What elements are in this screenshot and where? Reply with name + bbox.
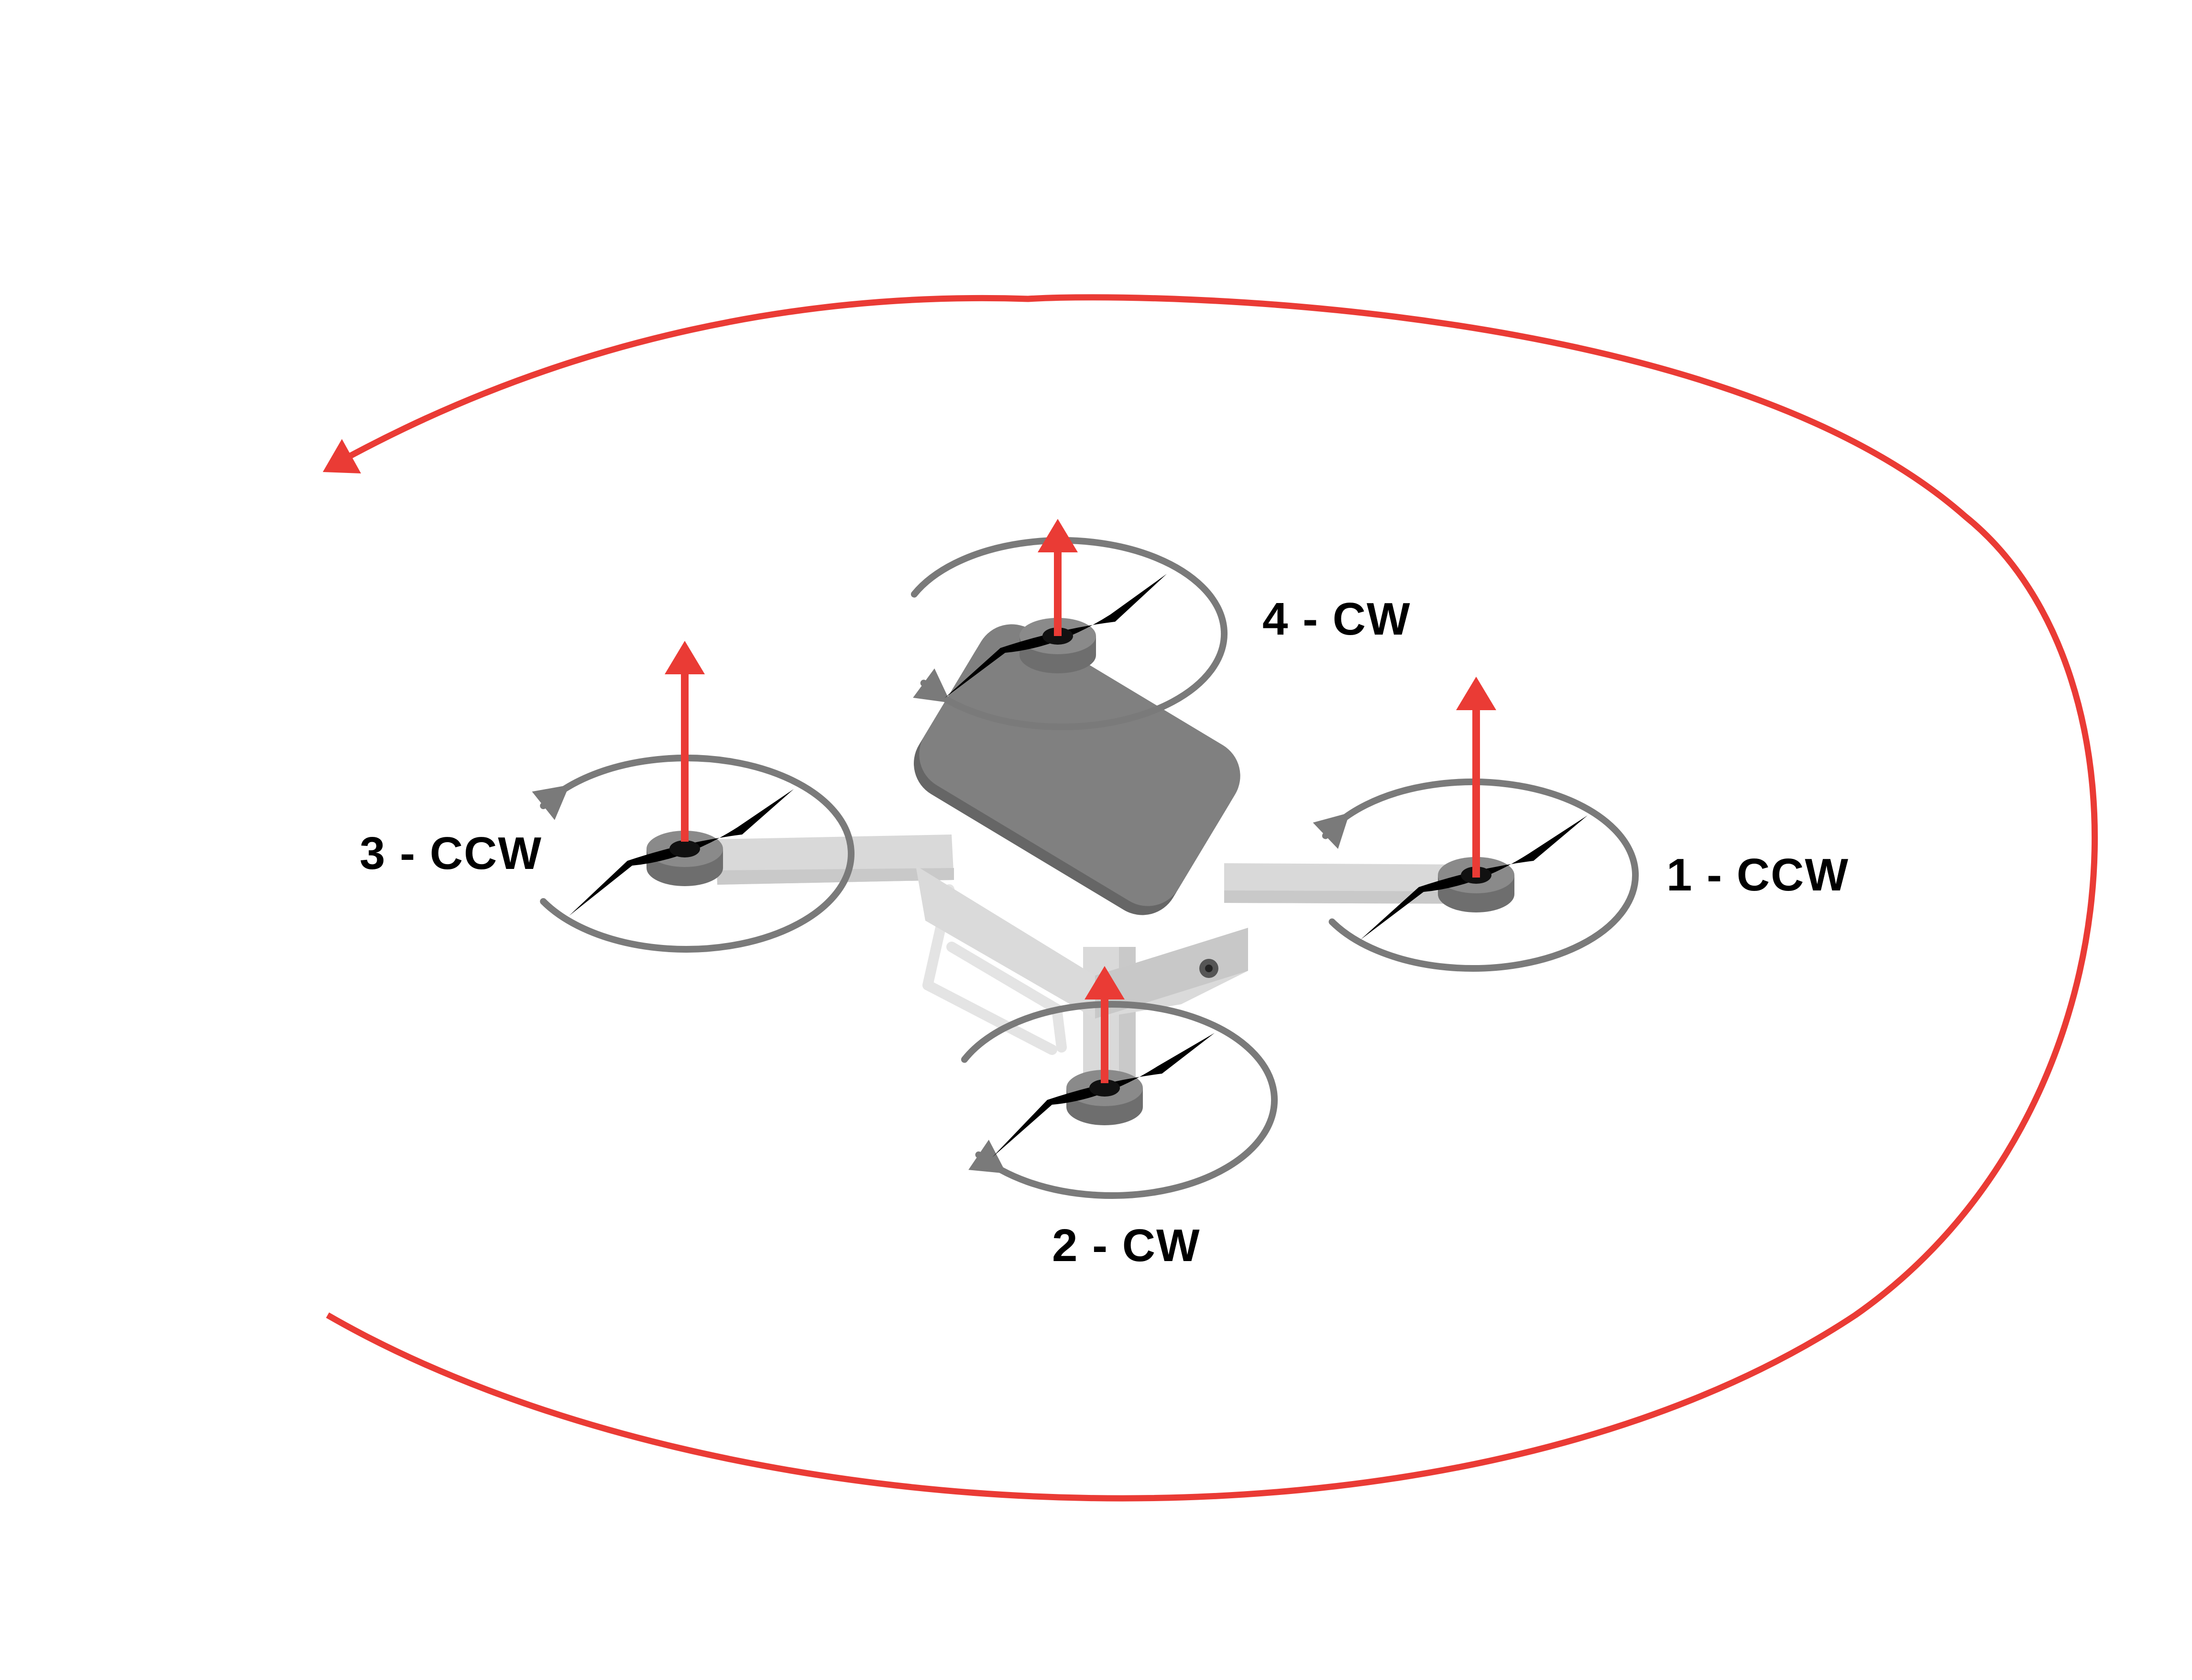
rotor-3-hub-cap — [669, 840, 700, 857]
motor-1-label: 1 - CCW — [1666, 849, 1849, 900]
rotor-4-spin-arc-icon — [910, 537, 1228, 730]
rotor-3-spin-arc-icon — [540, 755, 855, 953]
motor-3-label: 3 - CCW — [360, 828, 542, 879]
rotors — [532, 519, 1639, 1199]
rotor-4-spin-arrowhead-icon — [913, 668, 951, 703]
body-side — [916, 866, 1248, 1019]
rotor-1 — [1313, 677, 1639, 972]
rotor-2-spin-arrowhead-icon — [968, 1140, 1007, 1174]
yaw-arrowhead-icon — [323, 439, 361, 473]
body-top — [919, 624, 1240, 906]
motor-2-label: 2 - CW — [1052, 1220, 1201, 1271]
rotor-1-spin-arc-icon — [1322, 779, 1639, 972]
rotor-2-spin-arc-icon — [961, 1001, 1278, 1199]
body-side-dark — [1095, 928, 1248, 1019]
rotor-1-spin-arrowhead-icon — [1313, 813, 1350, 849]
rotor-3-spin-arrowhead-icon — [532, 785, 570, 820]
rotor-2-hub-cap — [1089, 1079, 1120, 1097]
drone-icon — [715, 624, 1482, 1095]
rotor-1-thrust-arrowhead-icon — [1456, 677, 1496, 710]
arm-left-shade — [717, 868, 954, 885]
yaw-arc-icon — [326, 294, 2098, 1502]
rotor-3 — [532, 641, 855, 953]
rotor-4 — [910, 519, 1228, 730]
drone-body — [914, 624, 1248, 1019]
rotor-4-thrust-arrowhead-icon — [1038, 519, 1078, 552]
yaw-rotation-arrow — [323, 294, 2098, 1502]
rotor-2 — [961, 966, 1278, 1199]
camera-lens-center — [1205, 965, 1213, 972]
motor-4-label: 4 - CW — [1262, 593, 1411, 645]
rotor-3-thrust-arrowhead-icon — [665, 641, 705, 674]
rotor-2-thrust-arrowhead-icon — [1085, 966, 1125, 999]
